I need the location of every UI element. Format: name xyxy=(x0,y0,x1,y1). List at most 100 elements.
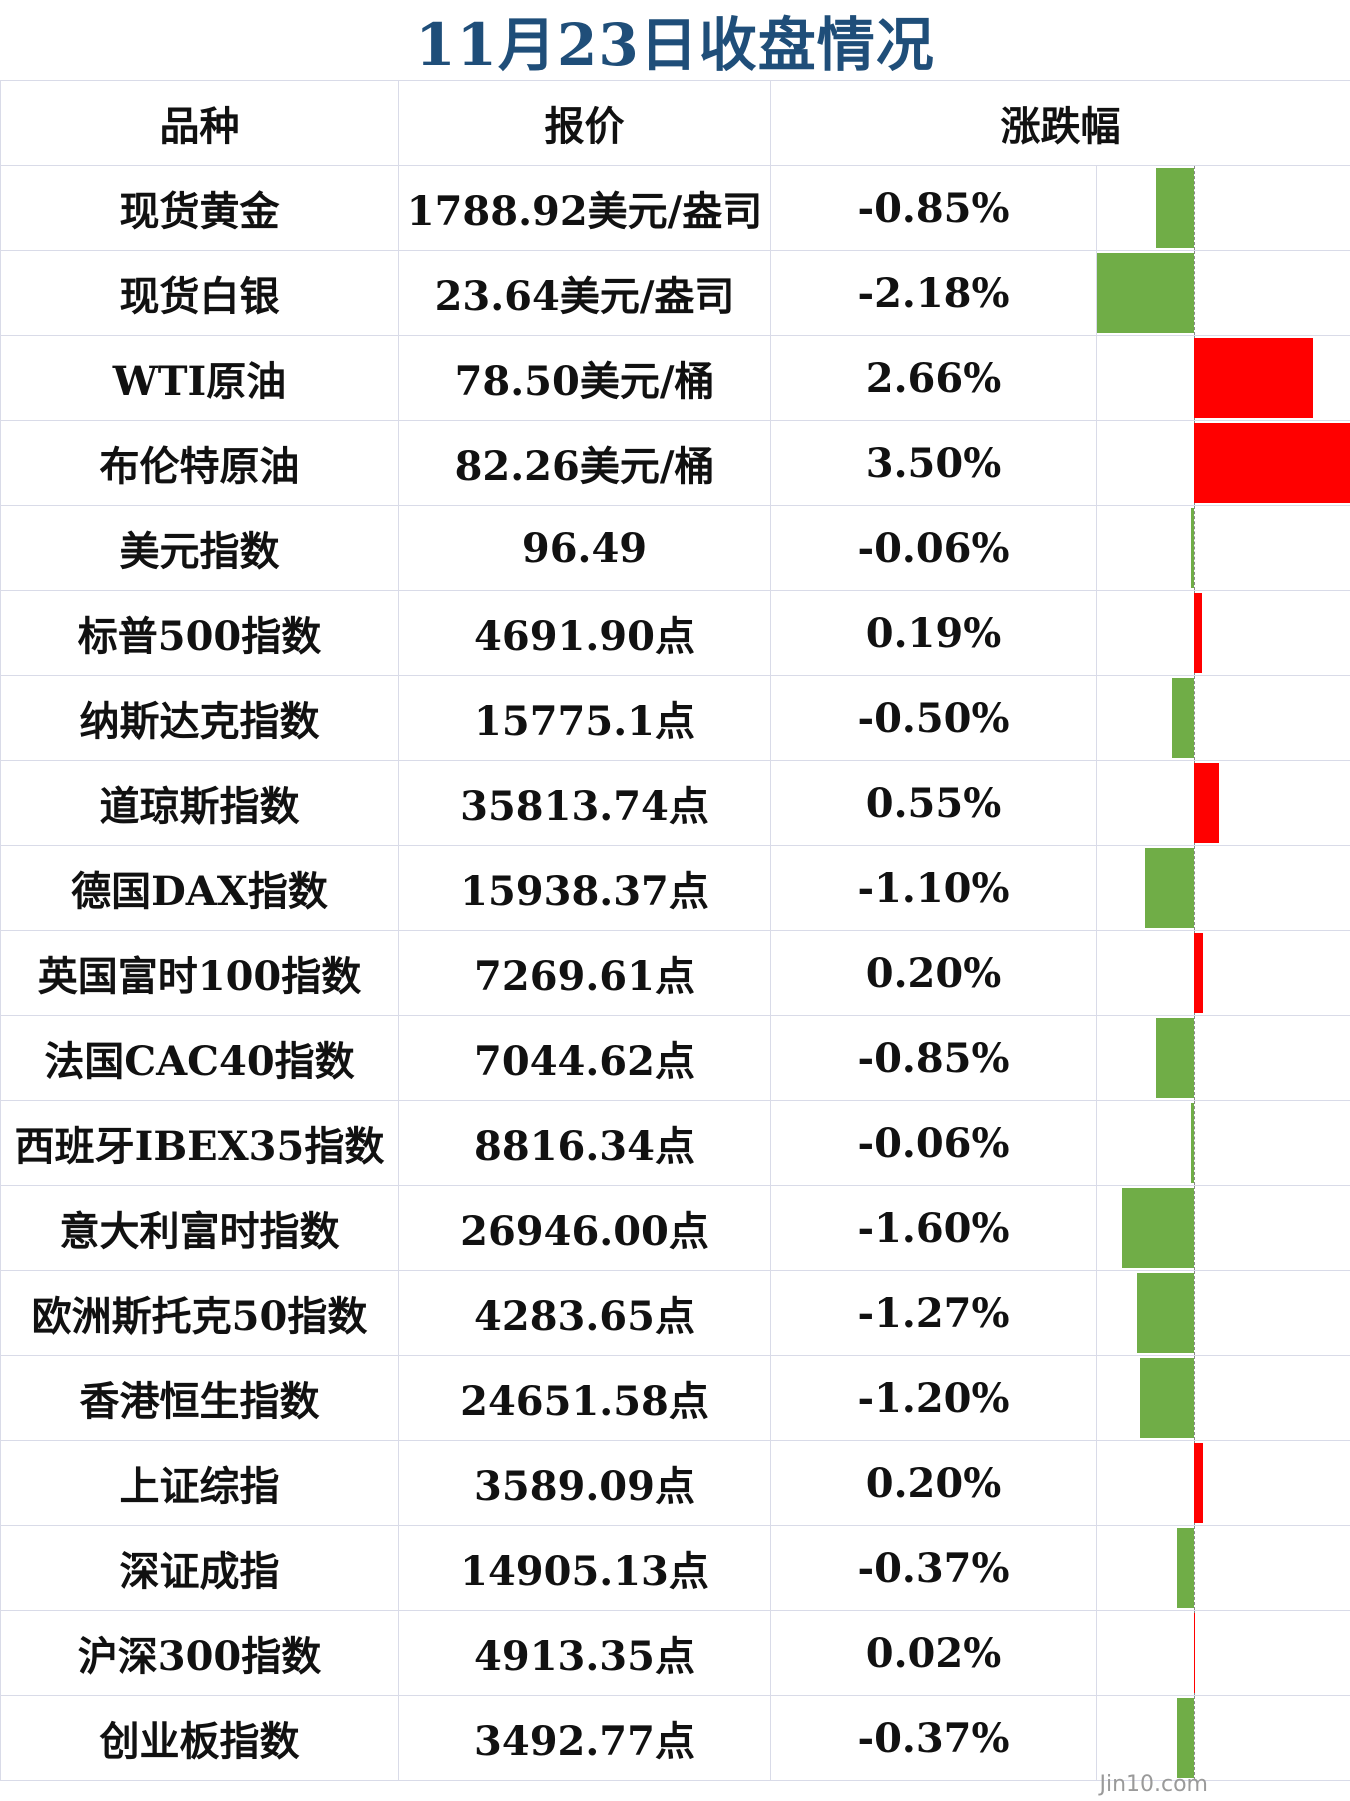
change-bar-cell xyxy=(1096,420,1350,506)
change-bar-cell xyxy=(1096,1100,1350,1186)
instrument-price: 24651.58点 xyxy=(398,1355,771,1441)
instrument-price: 3589.09点 xyxy=(398,1440,771,1526)
header-name: 品种 xyxy=(0,80,399,166)
change-bar-cell xyxy=(1096,1185,1350,1271)
change-percent: 0.19% xyxy=(770,590,1097,676)
table-row: 美元指数 96.49 -0.06% xyxy=(0,505,1350,591)
table-row: 英国富时100指数 7269.61点 0.20% xyxy=(0,930,1350,1016)
instrument-price: 7269.61点 xyxy=(398,930,771,1016)
table-row: 西班牙IBEX35指数 8816.34点 -0.06% xyxy=(0,1100,1350,1186)
instrument-price: 4913.35点 xyxy=(398,1610,771,1696)
instrument-name: 布伦特原油 xyxy=(0,420,399,506)
instrument-price: 7044.62点 xyxy=(398,1015,771,1101)
change-bar-cell xyxy=(1096,1695,1350,1781)
table-row: 法国CAC40指数 7044.62点 -0.85% xyxy=(0,1015,1350,1101)
sheet-title: 11月23日收盘情况 xyxy=(415,11,935,79)
zero-axis-line xyxy=(1194,1696,1195,1780)
instrument-price: 35813.74点 xyxy=(398,760,771,846)
instrument-price: 3492.77点 xyxy=(398,1695,771,1781)
change-percent: -0.06% xyxy=(770,1100,1097,1186)
change-percent: -1.20% xyxy=(770,1355,1097,1441)
instrument-price: 1788.92美元/盎司 xyxy=(398,165,771,251)
instrument-name: 西班牙IBEX35指数 xyxy=(0,1100,399,1186)
instrument-price: 15775.1点 xyxy=(398,675,771,761)
change-percent: 0.20% xyxy=(770,1440,1097,1526)
instrument-price: 96.49 xyxy=(398,505,771,591)
instrument-name: 香港恒生指数 xyxy=(0,1355,399,1441)
table-row: 欧洲斯托克50指数 4283.65点 -1.27% xyxy=(0,1270,1350,1356)
change-bar-cell xyxy=(1096,335,1350,421)
zero-axis-line xyxy=(1194,1186,1195,1270)
table-row: 创业板指数 3492.77点 -0.37% xyxy=(0,1695,1350,1781)
instrument-name: 道琼斯指数 xyxy=(0,760,399,846)
zero-axis-line xyxy=(1194,506,1195,590)
change-bar-up xyxy=(1194,593,1203,673)
quote-rows: 现货黄金 1788.92美元/盎司 -0.85% 现货白银 23.64美元/盎司 -2.1… xyxy=(0,165,1350,1781)
instrument-price: 14905.13点 xyxy=(398,1525,771,1611)
instrument-name: 深证成指 xyxy=(0,1525,399,1611)
change-bar-down xyxy=(1155,168,1194,248)
header-row: 品种 报价 涨跌幅 xyxy=(0,80,1350,166)
change-bar-cell xyxy=(1096,1355,1350,1441)
change-bar-down xyxy=(1191,1103,1194,1183)
zero-axis-line xyxy=(1194,166,1195,250)
change-bar-cell xyxy=(1096,250,1350,336)
change-bar-up xyxy=(1194,423,1350,503)
table-row: 德国DAX指数 15938.37点 -1.10% xyxy=(0,845,1350,931)
instrument-name: 创业板指数 xyxy=(0,1695,399,1781)
zero-axis-line xyxy=(1194,1526,1195,1610)
change-bar-down xyxy=(1144,848,1194,928)
table-row: 沪深300指数 4913.35点 0.02% xyxy=(0,1610,1350,1696)
instrument-name: 纳斯达克指数 xyxy=(0,675,399,761)
change-percent: -2.18% xyxy=(770,250,1097,336)
instrument-name: 现货白银 xyxy=(0,250,399,336)
change-percent: -0.50% xyxy=(770,675,1097,761)
change-bar-cell xyxy=(1096,845,1350,931)
quote-table: 品种 报价 涨跌幅 现货黄金 1788.92美元/盎司 -0.85% 现货白银 23.6… xyxy=(0,80,1350,1781)
change-percent: 2.66% xyxy=(770,335,1097,421)
zero-axis-line xyxy=(1194,676,1195,760)
change-bar-up xyxy=(1194,933,1203,1013)
change-bar-down xyxy=(1191,508,1194,588)
change-percent: -1.27% xyxy=(770,1270,1097,1356)
change-bar-cell xyxy=(1096,1610,1350,1696)
change-percent: -0.06% xyxy=(770,505,1097,591)
change-bar-up xyxy=(1194,1443,1203,1523)
table-row: WTI原油 78.50美元/桶 2.66% xyxy=(0,335,1350,421)
table-row: 上证综指 3589.09点 0.20% xyxy=(0,1440,1350,1526)
instrument-name: WTI原油 xyxy=(0,335,399,421)
change-bar-cell xyxy=(1096,1525,1350,1611)
change-bar-cell xyxy=(1096,590,1350,676)
watermark: Jin10.com xyxy=(1099,1772,1208,1797)
change-bar-down xyxy=(1140,1358,1194,1438)
table-row: 标普500指数 4691.90点 0.19% xyxy=(0,590,1350,676)
change-percent: -0.37% xyxy=(770,1695,1097,1781)
zero-axis-line xyxy=(1194,1016,1195,1100)
change-bar-cell xyxy=(1096,1270,1350,1356)
zero-axis-line xyxy=(1194,1271,1195,1355)
change-bar-cell xyxy=(1096,1015,1350,1101)
instrument-price: 15938.37点 xyxy=(398,845,771,931)
change-bar-cell xyxy=(1096,165,1350,251)
table-row: 深证成指 14905.13点 -0.37% xyxy=(0,1525,1350,1611)
zero-axis-line xyxy=(1194,846,1195,930)
instrument-name: 德国DAX指数 xyxy=(0,845,399,931)
change-bar-down xyxy=(1137,1273,1194,1353)
change-bar-down xyxy=(1155,1018,1194,1098)
change-bar-cell xyxy=(1096,1440,1350,1526)
change-bar-up xyxy=(1194,1613,1195,1693)
change-bar-cell xyxy=(1096,675,1350,761)
instrument-name: 标普500指数 xyxy=(0,590,399,676)
instrument-name: 沪深300指数 xyxy=(0,1610,399,1696)
instrument-price: 8816.34点 xyxy=(398,1100,771,1186)
change-bar-down xyxy=(1177,1528,1194,1608)
table-row: 纳斯达克指数 15775.1点 -0.50% xyxy=(0,675,1350,761)
change-bar-down xyxy=(1177,1698,1194,1778)
change-percent: -0.37% xyxy=(770,1525,1097,1611)
instrument-name: 现货黄金 xyxy=(0,165,399,251)
instrument-price: 82.26美元/桶 xyxy=(398,420,771,506)
change-bar-down xyxy=(1097,253,1194,333)
table-row: 香港恒生指数 24651.58点 -1.20% xyxy=(0,1355,1350,1441)
table-row: 现货白银 23.64美元/盎司 -2.18% xyxy=(0,250,1350,336)
